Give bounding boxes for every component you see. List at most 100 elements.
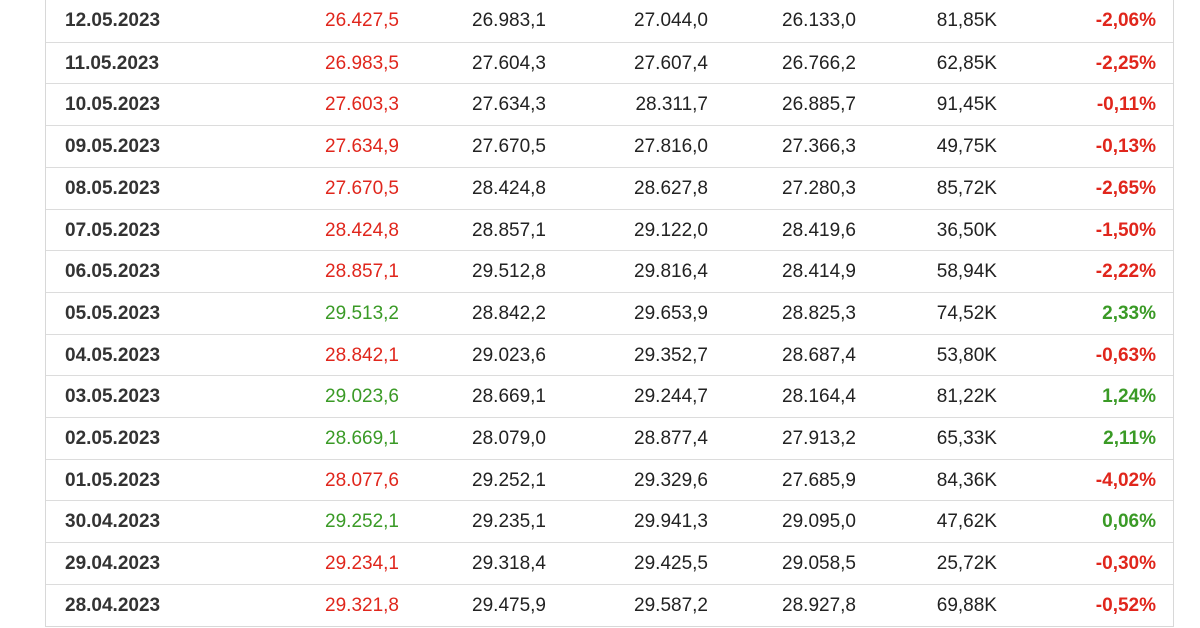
- date-cell: 28.04.2023: [65, 594, 161, 616]
- price-cell: 28.857,1: [325, 261, 399, 283]
- open-cell: 28.842,2: [472, 302, 546, 324]
- open-cell: 28.424,8: [472, 177, 546, 199]
- volume-cell: 81,22K: [936, 386, 997, 408]
- price-cell: 27.670,5: [325, 177, 399, 199]
- open-cell: 29.475,9: [472, 594, 546, 616]
- low-cell: 27.280,3: [782, 177, 856, 199]
- open-cell: 29.235,1: [472, 511, 546, 533]
- volume-cell: 85,72K: [936, 177, 997, 199]
- high-cell: 29.425,5: [634, 553, 708, 575]
- table-row: 06.05.2023 28.857,1 29.512,8 29.816,4 28.414…: [46, 250, 1173, 292]
- high-cell: 28.877,4: [634, 428, 708, 449]
- change-cell: -2,06%: [1095, 10, 1156, 31]
- change-cell: -2,22%: [1095, 261, 1156, 283]
- table-row: 08.05.2023 27.670,5 28.424,8 28.627,8 27.280…: [46, 166, 1173, 209]
- table-row: 09.05.2023 27.634,9 27.670,5 27.816,0 27.366…: [46, 125, 1173, 167]
- date-cell: 29.04.2023: [65, 553, 161, 575]
- low-cell: 28.419,6: [782, 219, 856, 241]
- price-cell: 26.427,5: [325, 10, 399, 31]
- date-cell: 07.05.2023: [65, 219, 161, 241]
- volume-cell: 84,36K: [936, 469, 997, 491]
- open-cell: 29.512,8: [472, 261, 546, 283]
- high-cell: 28.311,7: [635, 94, 708, 116]
- change-cell: -1,50%: [1095, 219, 1156, 241]
- high-cell: 27.607,4: [634, 52, 708, 74]
- low-cell: 26.133,0: [782, 10, 856, 31]
- price-cell: 29.023,6: [325, 386, 399, 408]
- change-cell: -0,11%: [1096, 94, 1156, 116]
- open-cell: 28.857,1: [472, 219, 546, 241]
- open-cell: 29.023,6: [472, 344, 546, 366]
- open-cell: 29.252,1: [472, 469, 546, 491]
- high-cell: 29.352,7: [634, 344, 708, 366]
- price-cell: 29.321,8: [325, 594, 399, 616]
- change-cell: 0,06%: [1102, 511, 1156, 533]
- high-cell: 28.627,8: [634, 177, 708, 199]
- date-cell: 08.05.2023: [65, 177, 161, 199]
- price-cell: 28.669,1: [325, 428, 399, 449]
- open-cell: 27.604,3: [472, 52, 546, 74]
- volume-cell: 74,52K: [936, 302, 997, 324]
- low-cell: 28.825,3: [782, 302, 856, 324]
- history-table: 12.05.2023 26.427,5 26.983,1 27.044,0 26.133…: [45, 0, 1174, 627]
- high-cell: 29.329,6: [634, 469, 708, 491]
- table-row: 29.04.2023 29.234,1 29.318,4 29.425,5 29.058…: [46, 542, 1173, 584]
- table-row: 04.05.2023 28.842,1 29.023,6 29.352,7 28.687…: [46, 333, 1173, 376]
- volume-cell: 65,33K: [936, 428, 997, 449]
- date-cell: 11.05.2023: [65, 52, 160, 74]
- low-cell: 27.685,9: [782, 469, 856, 491]
- table-row: 30.04.2023 29.252,1 29.235,1 29.941,3 29.095…: [46, 500, 1173, 542]
- date-cell: 03.05.2023: [65, 386, 161, 408]
- open-cell: 27.670,5: [472, 136, 546, 158]
- date-cell: 09.05.2023: [65, 136, 161, 158]
- table-row: 01.05.2023 28.077,6 29.252,1 29.329,6 27.685…: [46, 458, 1173, 501]
- price-cell: 28.842,1: [325, 344, 399, 366]
- high-cell: 27.816,0: [634, 136, 708, 158]
- change-cell: -2,65%: [1095, 177, 1156, 199]
- volume-cell: 36,50K: [936, 219, 997, 241]
- high-cell: 29.816,4: [634, 261, 708, 283]
- table-row: 28.04.2023 29.321,8 29.475,9 29.587,2 28.927…: [46, 583, 1173, 626]
- date-cell: 10.05.2023: [65, 94, 161, 116]
- change-cell: -4,02%: [1095, 469, 1156, 491]
- open-cell: 28.079,0: [472, 428, 546, 449]
- table-row: 12.05.2023 26.427,5 26.983,1 27.044,0 26.133…: [46, 0, 1173, 42]
- change-cell: -0,30%: [1095, 553, 1156, 575]
- low-cell: 28.927,8: [782, 594, 856, 616]
- date-cell: 04.05.2023: [65, 344, 161, 366]
- table-row: 07.05.2023 28.424,8 28.857,1 29.122,0 28.419…: [46, 208, 1173, 251]
- high-cell: 29.587,2: [634, 594, 708, 616]
- low-cell: 27.366,3: [782, 136, 856, 158]
- price-cell: 29.234,1: [325, 553, 399, 575]
- change-cell: 1,24%: [1102, 386, 1156, 408]
- low-cell: 26.885,7: [782, 94, 856, 116]
- table-row: 02.05.2023 28.669,1 28.079,0 28.877,4 27.913…: [46, 417, 1173, 459]
- high-cell: 29.653,9: [634, 302, 708, 324]
- volume-cell: 91,45K: [936, 94, 997, 116]
- change-cell: -0,52%: [1095, 594, 1156, 616]
- price-cell: 27.603,3: [325, 94, 399, 116]
- table-row: 05.05.2023 29.513,2 28.842,2 29.653,9 28.825…: [46, 291, 1173, 334]
- price-cell: 26.983,5: [325, 52, 399, 74]
- price-cell: 28.077,6: [325, 469, 399, 491]
- high-cell: 29.941,3: [634, 511, 708, 533]
- change-cell: -0,13%: [1095, 136, 1156, 158]
- volume-cell: 81,85K: [936, 10, 997, 31]
- low-cell: 29.058,5: [782, 553, 856, 575]
- low-cell: 28.414,9: [782, 261, 856, 283]
- table-row: 11.05.2023 26.983,5 27.604,3 27.607,4 26.766…: [46, 41, 1173, 84]
- low-cell: 28.687,4: [782, 344, 856, 366]
- price-cell: 29.252,1: [325, 511, 399, 533]
- low-cell: 29.095,0: [782, 511, 856, 533]
- volume-cell: 62,85K: [936, 52, 997, 74]
- change-cell: 2,33%: [1102, 302, 1156, 324]
- change-cell: -2,25%: [1095, 52, 1156, 74]
- volume-cell: 58,94K: [936, 261, 997, 283]
- high-cell: 27.044,0: [634, 10, 708, 31]
- table-row: 03.05.2023 29.023,6 28.669,1 29.244,7 28.164…: [46, 375, 1173, 417]
- low-cell: 27.913,2: [782, 428, 856, 449]
- open-cell: 29.318,4: [472, 553, 546, 575]
- price-cell: 29.513,2: [325, 302, 399, 324]
- open-cell: 27.634,3: [472, 94, 546, 116]
